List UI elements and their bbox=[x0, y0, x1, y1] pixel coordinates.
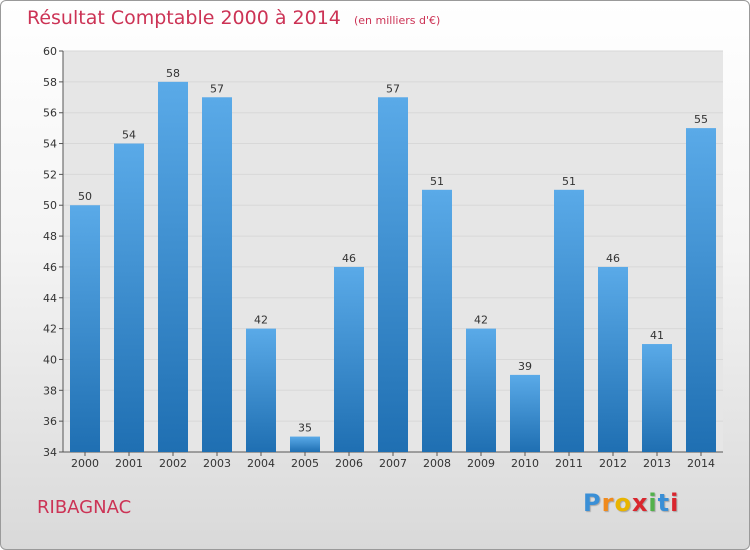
x-tick-label: 2006 bbox=[335, 457, 363, 470]
logo-letter: P bbox=[583, 489, 602, 517]
y-tick-label: 50 bbox=[43, 199, 57, 212]
bar-value-label: 41 bbox=[650, 329, 664, 342]
x-tick-label: 2014 bbox=[687, 457, 715, 470]
logo-letter: o bbox=[614, 489, 632, 517]
bar-value-label: 51 bbox=[562, 175, 576, 188]
logo-letter: i bbox=[648, 489, 658, 517]
x-tick-label: 2008 bbox=[423, 457, 451, 470]
x-tick-label: 2007 bbox=[379, 457, 407, 470]
chart-title-row: Résultat Comptable 2000 à 2014 (en milli… bbox=[27, 7, 440, 29]
proxiti-logo: Proxiti bbox=[583, 489, 679, 517]
y-tick-label: 48 bbox=[43, 230, 57, 243]
bar bbox=[466, 328, 496, 452]
x-tick-label: 2011 bbox=[555, 457, 583, 470]
y-tick-label: 36 bbox=[43, 415, 57, 428]
x-tick-label: 2009 bbox=[467, 457, 495, 470]
bar bbox=[114, 143, 144, 453]
y-tick-label: 46 bbox=[43, 261, 57, 274]
logo-letter: t bbox=[657, 489, 671, 517]
bar-value-label: 58 bbox=[166, 67, 180, 80]
y-tick-label: 54 bbox=[43, 138, 57, 151]
bar bbox=[202, 97, 232, 453]
bar bbox=[510, 374, 540, 452]
y-tick-label: 40 bbox=[43, 353, 57, 366]
bar bbox=[642, 344, 672, 452]
bar bbox=[70, 205, 100, 452]
x-tick-label: 2002 bbox=[159, 457, 187, 470]
bar-value-label: 54 bbox=[122, 129, 136, 142]
bar-value-label: 55 bbox=[694, 113, 708, 126]
bar-value-label: 57 bbox=[210, 82, 224, 95]
x-tick-label: 2003 bbox=[203, 457, 231, 470]
bar bbox=[334, 266, 364, 452]
y-tick-label: 58 bbox=[43, 76, 57, 89]
y-tick-label: 52 bbox=[43, 168, 57, 181]
logo-letter: x bbox=[631, 489, 649, 517]
x-tick-label: 2013 bbox=[643, 457, 671, 470]
bar bbox=[422, 189, 452, 453]
x-tick-label: 2001 bbox=[115, 457, 143, 470]
bar-value-label: 46 bbox=[342, 252, 356, 265]
chart-subtitle: (en milliers d'€) bbox=[353, 14, 441, 27]
x-tick-label: 2012 bbox=[599, 457, 627, 470]
bar-value-label: 50 bbox=[78, 190, 92, 203]
bar bbox=[290, 436, 320, 452]
x-tick-label: 2010 bbox=[511, 457, 539, 470]
bar-value-label: 51 bbox=[430, 175, 444, 188]
bar-value-label: 42 bbox=[474, 314, 488, 327]
bar bbox=[378, 97, 408, 453]
y-tick-label: 44 bbox=[43, 292, 57, 305]
bar-value-label: 57 bbox=[386, 82, 400, 95]
bar-value-label: 35 bbox=[298, 422, 312, 435]
bar-value-label: 42 bbox=[254, 314, 268, 327]
x-tick-label: 2004 bbox=[247, 457, 275, 470]
y-tick-label: 34 bbox=[43, 446, 57, 459]
logo-letter: r bbox=[601, 489, 615, 517]
x-tick-label: 2000 bbox=[71, 457, 99, 470]
y-tick-label: 42 bbox=[43, 323, 57, 336]
commune-name: RIBAGNAC bbox=[37, 497, 132, 518]
x-tick-label: 2005 bbox=[291, 457, 319, 470]
bar bbox=[246, 328, 276, 452]
y-tick-label: 60 bbox=[43, 45, 57, 58]
bar bbox=[158, 81, 188, 452]
bar-value-label: 46 bbox=[606, 252, 620, 265]
chart-title: Résultat Comptable 2000 à 2014 bbox=[27, 7, 341, 29]
logo-letter: i bbox=[670, 489, 680, 517]
y-tick-label: 38 bbox=[43, 384, 57, 397]
bar bbox=[598, 266, 628, 452]
bar-value-label: 39 bbox=[518, 360, 532, 373]
bar bbox=[554, 189, 584, 453]
y-tick-label: 56 bbox=[43, 107, 57, 120]
bar bbox=[686, 128, 716, 452]
